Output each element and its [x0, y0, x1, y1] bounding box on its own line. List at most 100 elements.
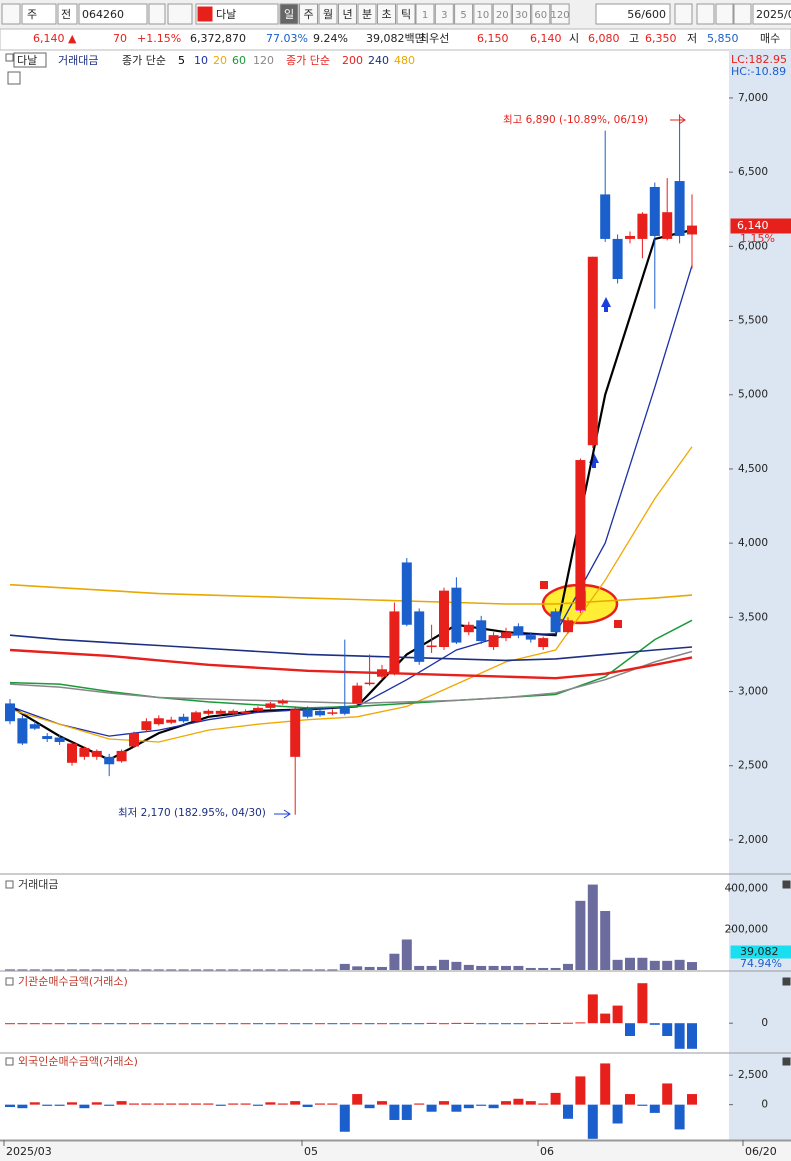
candle-body [91, 750, 102, 757]
y-tick-label: 6,500 [738, 166, 768, 178]
bar [253, 969, 263, 971]
bar [377, 966, 387, 970]
period-button[interactable]: 월 [323, 8, 333, 21]
bar [612, 1005, 623, 1024]
y-tick-label: 0 [761, 1099, 768, 1111]
interval-button[interactable]: 60 [534, 10, 547, 21]
candle-body [178, 716, 189, 722]
period-button[interactable]: 틱 [401, 8, 411, 21]
info-field: 매수 [760, 32, 780, 45]
interval-button[interactable]: 1 [422, 10, 428, 21]
candle-body [625, 235, 635, 239]
button [318, 3, 338, 25]
candle-body [414, 611, 425, 662]
bar [662, 1083, 673, 1105]
interval-button[interactable]: 120 [551, 10, 570, 21]
bar [327, 1103, 338, 1105]
period-button[interactable]: 분 [362, 8, 372, 21]
bar [315, 1023, 325, 1025]
x-tick-label: 06 [540, 1145, 554, 1158]
bar [451, 1104, 462, 1112]
bar [253, 1104, 263, 1106]
bar [463, 964, 474, 970]
ma-line [9, 648, 693, 680]
bar [191, 969, 201, 971]
bar [525, 1101, 536, 1105]
bar [426, 965, 437, 970]
period-button[interactable]: 일 [284, 7, 294, 21]
bar [501, 1101, 511, 1105]
interval-button[interactable]: 10 [477, 10, 490, 21]
info-field: 39,082백만 [366, 32, 425, 45]
candle-body [525, 635, 536, 640]
interval-button[interactable]: 30 [515, 10, 528, 21]
info-field: 6,140 [33, 32, 65, 45]
candle-body [265, 703, 276, 708]
candle-body [476, 620, 487, 642]
period-button[interactable]: 초 [381, 8, 391, 21]
button [148, 3, 166, 25]
bar [67, 1023, 77, 1025]
interval-button[interactable]: 20 [496, 10, 509, 21]
candle-body [600, 194, 611, 239]
y-tick-label: 2,000 [738, 834, 768, 846]
bar [67, 1102, 77, 1105]
bar [414, 965, 425, 970]
name-icon [197, 6, 213, 22]
bar [426, 1022, 437, 1024]
code-input: 064260 [82, 8, 124, 21]
bar [377, 1023, 387, 1025]
interval-button[interactable]: 3 [441, 10, 447, 21]
y-tick-label: 400,000 [725, 883, 768, 895]
legend-entry: 200 [342, 54, 363, 67]
bar [17, 1104, 28, 1109]
y-tick-label: 7,000 [738, 92, 768, 104]
y-tick-label: 4,000 [738, 537, 768, 549]
bar [352, 1023, 363, 1025]
bar [129, 1023, 139, 1025]
period-button[interactable]: 년 [342, 8, 352, 21]
bar [352, 1094, 363, 1105]
bar [451, 1022, 462, 1024]
candle-body [451, 587, 462, 643]
button [415, 3, 435, 25]
bar [129, 969, 139, 971]
bar [327, 969, 338, 971]
legend-entry: 20 [213, 54, 227, 67]
candle-body [277, 700, 288, 704]
last-change: 1.15% [740, 232, 775, 245]
interval-button[interactable]: 5 [460, 10, 466, 21]
legend-entry: 480 [394, 54, 415, 67]
date-input: 2025/0 [756, 8, 791, 21]
bar [67, 969, 77, 971]
candle-body [29, 724, 40, 729]
legend-box [13, 52, 47, 68]
candle-body [612, 238, 623, 279]
signal-arrow [589, 453, 599, 468]
bar [17, 969, 28, 971]
bar [550, 1022, 561, 1024]
bar [203, 1023, 214, 1025]
bar [364, 966, 375, 970]
bar [178, 1023, 189, 1025]
candle-body [67, 743, 77, 763]
bar [488, 965, 499, 970]
button [595, 3, 671, 25]
candle-body [575, 460, 586, 610]
bar [414, 1023, 425, 1025]
period-button[interactable]: 주 [303, 8, 313, 21]
legend-label: 종가 단순 [122, 54, 166, 67]
candle-body [327, 712, 338, 714]
candle-body [687, 225, 697, 235]
bar [513, 965, 524, 970]
button [454, 3, 474, 25]
hc-label: HC:-10.89 [731, 65, 786, 78]
bar [327, 1023, 338, 1025]
bar [439, 959, 449, 970]
legend-entry: 240 [368, 54, 389, 67]
bar [129, 1103, 139, 1105]
button [357, 3, 377, 25]
candle-body [662, 212, 673, 239]
candle-body [191, 712, 201, 722]
bar [538, 1103, 549, 1105]
